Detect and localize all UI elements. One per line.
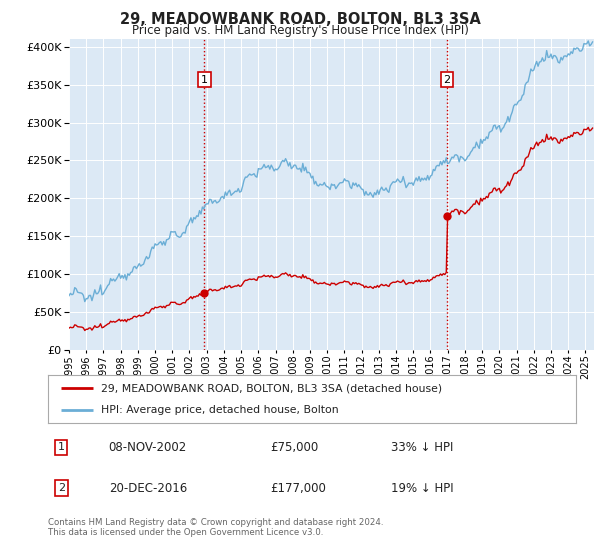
Text: 33% ↓ HPI: 33% ↓ HPI [391, 441, 454, 454]
Text: Price paid vs. HM Land Registry's House Price Index (HPI): Price paid vs. HM Land Registry's House … [131, 24, 469, 36]
Text: 29, MEADOWBANK ROAD, BOLTON, BL3 3SA: 29, MEADOWBANK ROAD, BOLTON, BL3 3SA [119, 12, 481, 27]
Text: 2: 2 [443, 74, 451, 85]
Text: 08-NOV-2002: 08-NOV-2002 [109, 441, 187, 454]
Text: 2: 2 [58, 483, 65, 493]
Text: £177,000: £177,000 [270, 482, 326, 494]
Text: Contains HM Land Registry data © Crown copyright and database right 2024.
This d: Contains HM Land Registry data © Crown c… [48, 518, 383, 538]
Text: 29, MEADOWBANK ROAD, BOLTON, BL3 3SA (detached house): 29, MEADOWBANK ROAD, BOLTON, BL3 3SA (de… [101, 383, 442, 393]
Text: 19% ↓ HPI: 19% ↓ HPI [391, 482, 454, 494]
Text: HPI: Average price, detached house, Bolton: HPI: Average price, detached house, Bolt… [101, 405, 338, 415]
Text: 1: 1 [201, 74, 208, 85]
Text: 20-DEC-2016: 20-DEC-2016 [109, 482, 187, 494]
Text: £75,000: £75,000 [270, 441, 318, 454]
Text: 1: 1 [58, 442, 65, 452]
